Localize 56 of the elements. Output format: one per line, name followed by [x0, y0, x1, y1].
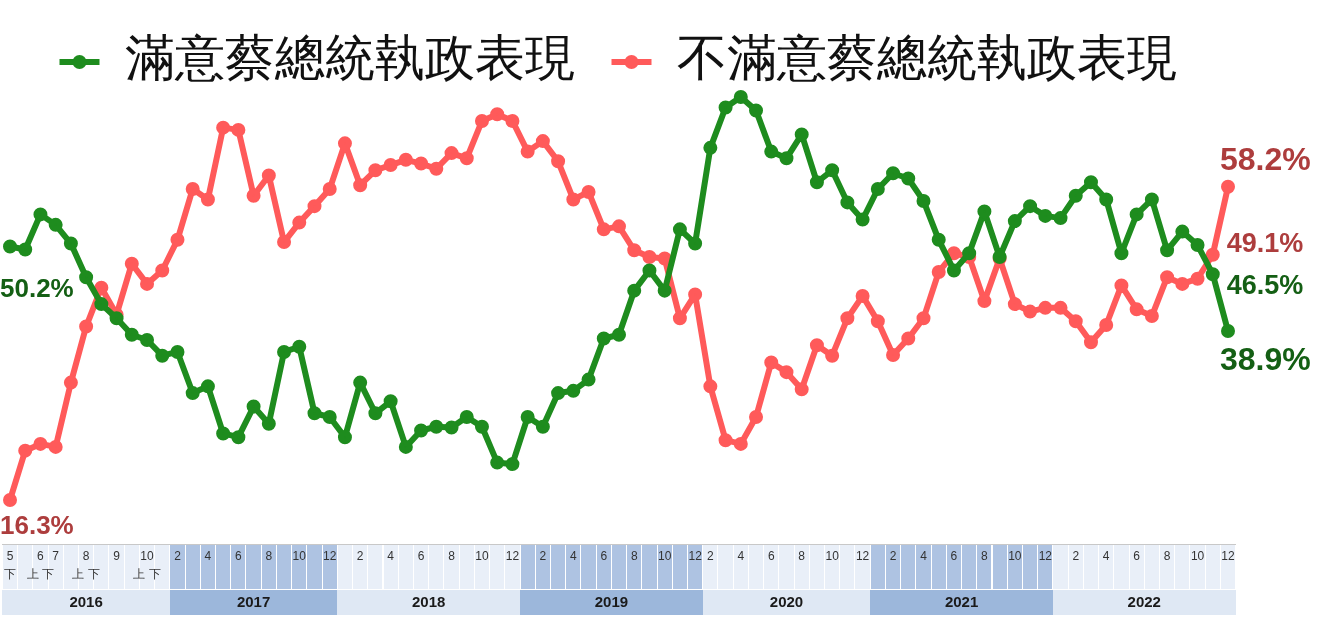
- x-tick-label: 12: [1038, 549, 1053, 564]
- x-tick-label: 8 上 下: [72, 549, 100, 582]
- legend-label: 滿意蔡總統執政表現: [124, 28, 575, 87]
- x-tick-label: 2: [1072, 549, 1080, 564]
- x-tick-label: 8: [448, 549, 456, 564]
- x-tick-label: 10: [1190, 549, 1205, 564]
- x-tick-label: 12: [323, 549, 337, 564]
- data-label: 38.9%: [1220, 340, 1311, 377]
- x-tick-label: 2: [889, 549, 897, 564]
- data-label: 50.2%: [0, 272, 74, 303]
- x-tick-label: 8: [265, 549, 273, 564]
- x-tick-label: 4: [569, 549, 577, 564]
- x-tick-label: 8: [981, 549, 989, 564]
- x-tick-label: 10: [475, 549, 489, 564]
- text: 2021: [944, 592, 979, 610]
- x-tick-label: 4: [387, 549, 395, 564]
- x-tick-label: 5 下: [4, 549, 16, 582]
- text: 2018: [412, 592, 446, 610]
- x-tick-label: 6: [950, 549, 958, 564]
- x-tick-label: 4: [204, 549, 212, 564]
- x-tick-label: 8: [630, 549, 638, 564]
- x-tick-label: 10 上 下: [133, 549, 161, 582]
- x-tick-label: 6: [417, 549, 425, 564]
- text: 2016: [69, 592, 103, 610]
- text: 2020: [769, 592, 804, 610]
- text: 2022: [1127, 592, 1161, 610]
- x-tick-label: 10: [292, 549, 307, 564]
- x-tick-label: 4: [737, 549, 745, 564]
- x-tick-label: 4: [1102, 549, 1110, 564]
- x-tick-label: 10: [1008, 549, 1022, 564]
- x-tick-label: 6: [767, 549, 775, 564]
- x-tick-label: 6: [235, 549, 243, 564]
- data-label: 46.5%: [1226, 269, 1304, 300]
- data-label: 49.1%: [1226, 228, 1304, 259]
- x-tick-label: 10: [825, 549, 840, 564]
- x-tick-label: 6: [600, 549, 608, 564]
- text: 2019: [594, 592, 629, 610]
- x-tick-label: 2: [707, 549, 715, 564]
- x-tick-label: 12: [688, 549, 703, 564]
- x-tick-label: 4: [920, 549, 928, 564]
- data-label: 16.3%: [0, 510, 74, 541]
- text: 2017: [236, 592, 271, 610]
- data-label: 58.2%: [1220, 140, 1311, 177]
- x-tick-label: 9: [113, 549, 121, 564]
- x-tick-label: 2: [539, 549, 547, 564]
- x-tick-label: 7: [52, 549, 60, 564]
- x-tick-label: 10: [658, 549, 672, 564]
- legend-label: 不滿意蔡總統執政表現: [676, 28, 1177, 87]
- x-tick-label: 2: [356, 549, 364, 564]
- x-tick-label: 8: [798, 549, 806, 564]
- x-tick-label: 6: [1133, 549, 1141, 564]
- x-tick-label: 8: [1163, 549, 1171, 564]
- x-tick-label: 12: [855, 549, 870, 564]
- x-tick-label: 12: [505, 549, 520, 564]
- x-tick-label: 2: [174, 549, 182, 564]
- x-tick-label: 12: [1221, 549, 1235, 564]
